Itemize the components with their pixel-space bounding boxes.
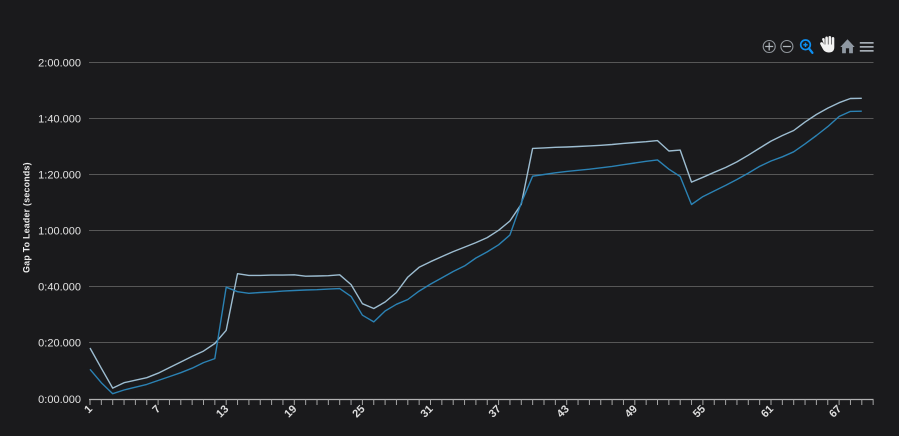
- svg-text:1:20.000: 1:20.000: [38, 170, 81, 182]
- svg-text:1:00.000: 1:00.000: [38, 226, 81, 238]
- svg-text:2:00.000: 2:00.000: [38, 58, 81, 70]
- svg-text:0:00.000: 0:00.000: [38, 394, 81, 406]
- svg-text:1:40.000: 1:40.000: [38, 114, 81, 126]
- svg-text:Gap To Leader (seconds): Gap To Leader (seconds): [22, 162, 32, 273]
- svg-text:0:20.000: 0:20.000: [38, 338, 81, 350]
- svg-text:0:40.000: 0:40.000: [38, 282, 81, 294]
